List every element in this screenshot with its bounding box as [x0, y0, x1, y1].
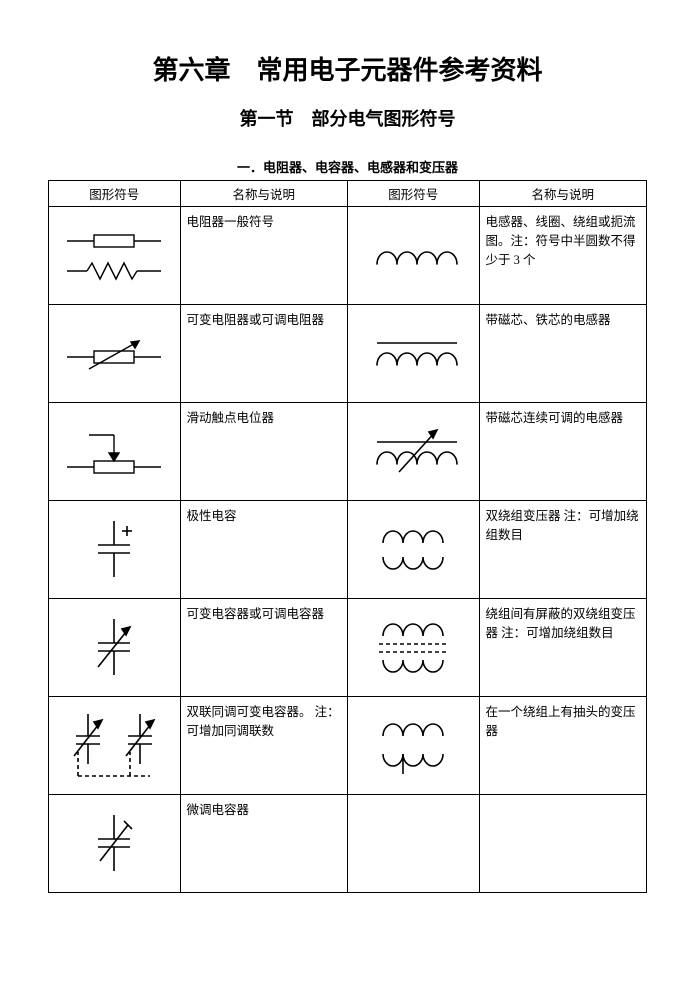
- desc-inductor-core: 带磁芯、铁芯的电感器: [479, 305, 646, 403]
- table-row: 双联同调可变电容器。 注：可增加同调联数 在一个绕组上有抽头的变压器: [49, 697, 647, 795]
- symbol-transformer-shielded: [347, 599, 479, 697]
- symbol-resistor: [49, 207, 181, 305]
- desc-resistor: 电阻器一般符号: [180, 207, 347, 305]
- table-row: 可变电容器或可调电容器 绕组间有屏蔽的双绕组变压器 注：可增加绕组数目: [49, 599, 647, 697]
- desc-transformer-2w: 双绕组变压器 注：可增加绕组数目: [479, 501, 646, 599]
- symbol-inductor: [347, 207, 479, 305]
- table-row: 滑动触点电位器 带磁芯连续可调的电感器: [49, 403, 647, 501]
- section-title: 第一节 部分电气图形符号: [48, 105, 647, 131]
- symbol-transformer-2w: [347, 501, 479, 599]
- symbol-potentiometer: [49, 403, 181, 501]
- desc-ganged-capacitor: 双联同调可变电容器。 注：可增加同调联数: [180, 697, 347, 795]
- chapter-title: 第六章 常用电子元器件参考资料: [48, 50, 647, 87]
- desc-inductor: 电感器、线圈、绕组或扼流图。注：符号中半圆数不得少于 3 个: [479, 207, 646, 305]
- table-row: 可变电阻器或可调电阻器 带磁芯、铁芯的电感器: [49, 305, 647, 403]
- symbol-polar-capacitor: [49, 501, 181, 599]
- desc-trimmer-capacitor: 微调电容器: [180, 795, 347, 893]
- desc-empty: [479, 795, 646, 893]
- table-row: 微调电容器: [49, 795, 647, 893]
- symbol-inductor-core: [347, 305, 479, 403]
- desc-inductor-variable: 带磁芯连续可调的电感器: [479, 403, 646, 501]
- desc-polar-capacitor: 极性电容: [180, 501, 347, 599]
- header-symbol-1: 图形符号: [49, 181, 181, 207]
- symbol-variable-resistor: [49, 305, 181, 403]
- table-header-row: 图形符号 名称与说明 图形符号 名称与说明: [49, 181, 647, 207]
- symbol-ganged-capacitor: [49, 697, 181, 795]
- desc-transformer-tapped: 在一个绕组上有抽头的变压器: [479, 697, 646, 795]
- header-desc-1: 名称与说明: [180, 181, 347, 207]
- symbol-empty: [347, 795, 479, 893]
- symbol-table: 图形符号 名称与说明 图形符号 名称与说明 电阻器一般符号: [48, 180, 647, 893]
- table-row: 电阻器一般符号 电感器、线圈、绕组或扼流图。注：符号中半圆数不得少于 3 个: [49, 207, 647, 305]
- desc-variable-resistor: 可变电阻器或可调电阻器: [180, 305, 347, 403]
- symbol-trimmer-capacitor: [49, 795, 181, 893]
- sub-heading: 一．电阻器、电容器、电感器和变压器: [48, 157, 647, 176]
- header-symbol-2: 图形符号: [347, 181, 479, 207]
- desc-potentiometer: 滑动触点电位器: [180, 403, 347, 501]
- table-row: 极性电容 双绕组变压器 注：可增加绕组数目: [49, 501, 647, 599]
- symbol-transformer-tapped: [347, 697, 479, 795]
- header-desc-2: 名称与说明: [479, 181, 646, 207]
- desc-variable-capacitor: 可变电容器或可调电容器: [180, 599, 347, 697]
- symbol-variable-capacitor: [49, 599, 181, 697]
- symbol-inductor-variable: [347, 403, 479, 501]
- desc-transformer-shielded: 绕组间有屏蔽的双绕组变压器 注：可增加绕组数目: [479, 599, 646, 697]
